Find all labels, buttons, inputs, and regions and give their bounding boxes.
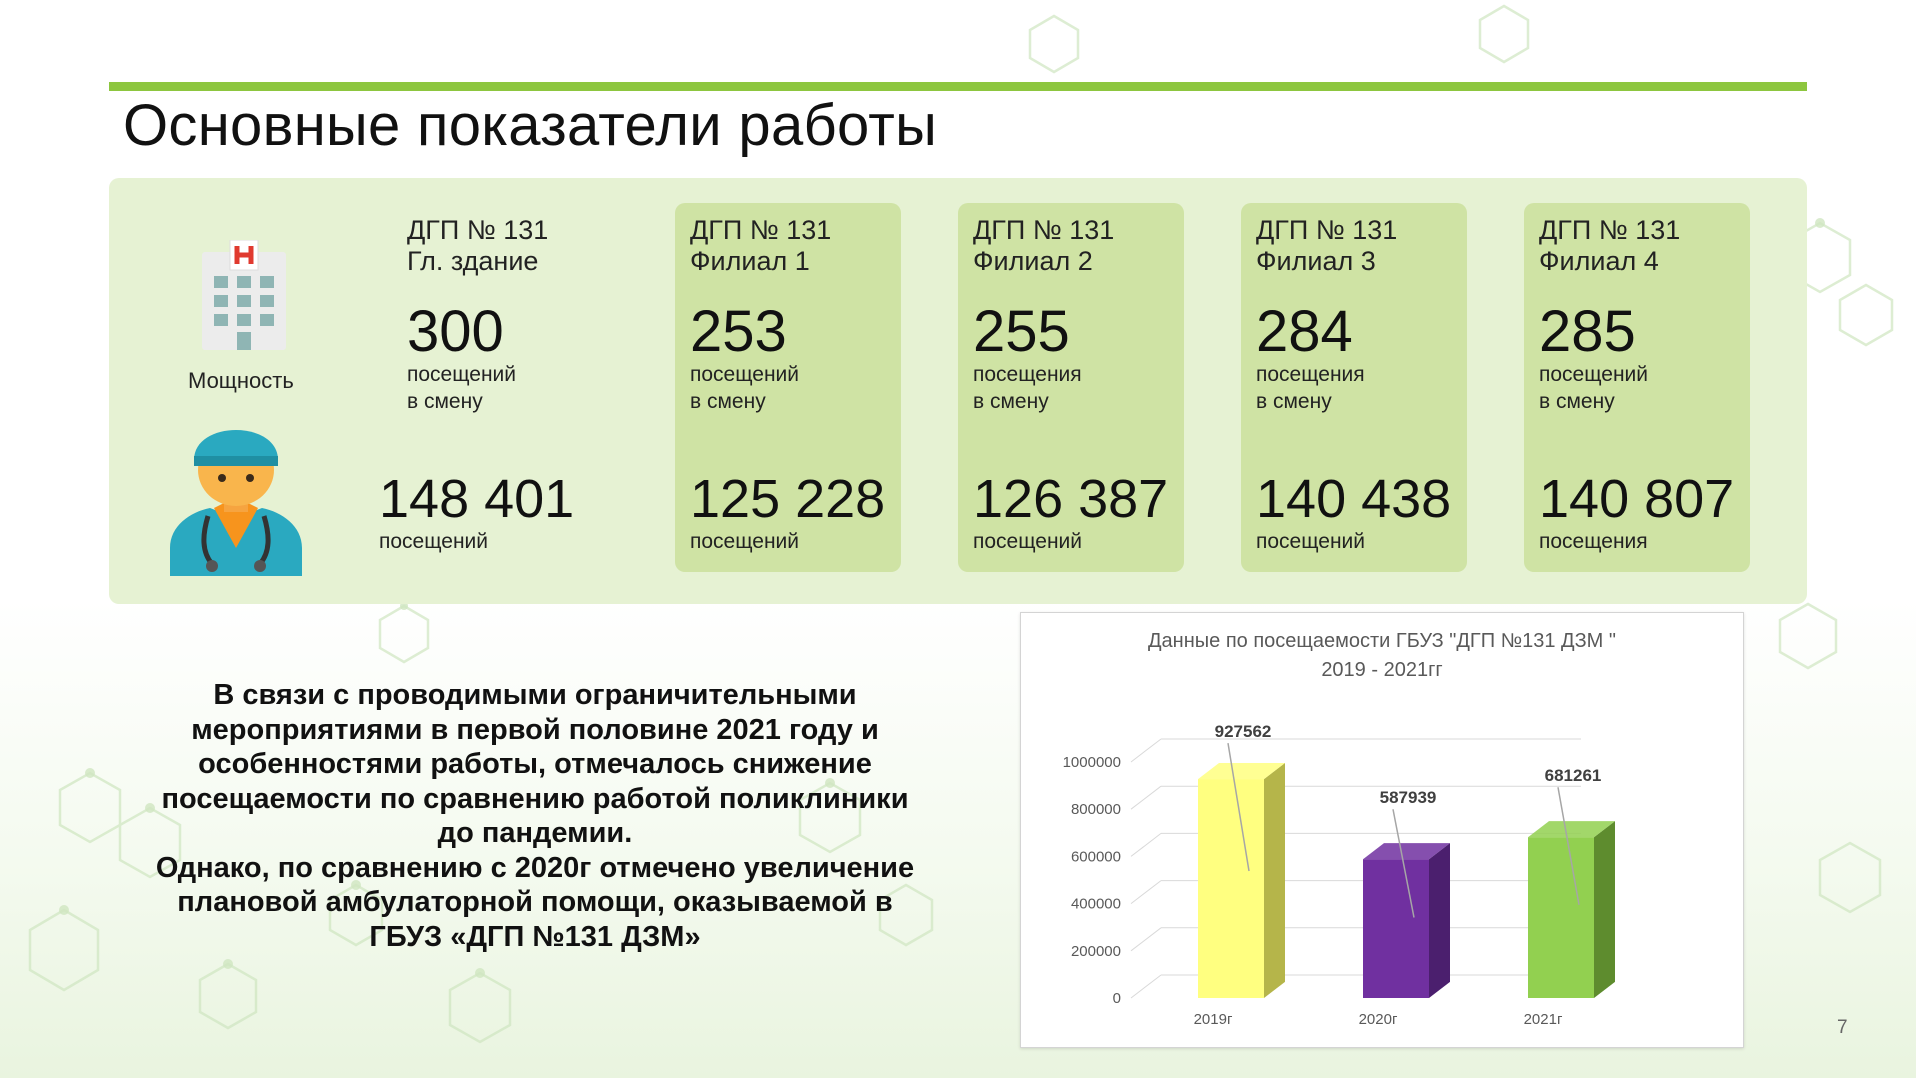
- facility-name: ДГП № 131 Гл. здание: [407, 215, 549, 276]
- gridline-depth: [1130, 738, 1162, 763]
- capacity-unit: посещений в смену: [690, 363, 800, 413]
- bar-side: [1264, 762, 1285, 998]
- bar: [1528, 837, 1594, 998]
- gridline-depth: [1130, 833, 1162, 857]
- capacity-unit: посещений в смену: [1539, 363, 1649, 413]
- x-tick-label: 2021г: [1524, 1011, 1563, 1028]
- visits-value: 126 387: [973, 469, 1169, 529]
- facility-card-branch-3: ДГП № 131 Филиал 3 284 посещения в смену 1…: [1241, 203, 1467, 572]
- capacity-unit: посещений в смену: [407, 363, 517, 413]
- chart-title: Данные по посещаемости ГБУЗ "ДГП №131 ДЗ…: [1148, 630, 1616, 652]
- data-label: 587939: [1380, 788, 1437, 807]
- bar: [1198, 779, 1264, 998]
- chart-subtitle: 2019 - 2021гг: [1321, 659, 1443, 681]
- x-tick-label: 2019г: [1194, 1011, 1233, 1028]
- bar-side: [1429, 843, 1450, 998]
- slide-title: Основные показатели работы: [123, 93, 938, 158]
- facility-name: ДГП № 131 Филиал 2: [973, 215, 1115, 276]
- capacity-value: 255: [973, 299, 1070, 364]
- y-tick-label: 0: [1113, 990, 1121, 1007]
- gridline-depth: [1130, 974, 1162, 999]
- capacity-label: Мощность: [188, 368, 294, 393]
- y-tick-label: 800000: [1071, 801, 1121, 818]
- data-label-leader: [1557, 787, 1580, 905]
- bar-top: [1363, 843, 1450, 860]
- y-tick-label: 1000000: [1063, 754, 1121, 771]
- bar-top: [1528, 821, 1615, 838]
- capacity-value: 285: [1539, 299, 1636, 364]
- visits-value: 125 228: [690, 469, 886, 529]
- visits-unit: посещения: [1539, 530, 1648, 553]
- y-tick-label: 200000: [1071, 943, 1121, 960]
- data-label: 927562: [1215, 722, 1272, 741]
- title-accent-rule: [109, 82, 1807, 91]
- visits-unit: посещений: [690, 530, 800, 553]
- attendance-chart: Данные по посещаемости ГБУЗ "ДГП №131 ДЗ…: [1020, 612, 1744, 1048]
- gridline-depth: [1130, 785, 1162, 810]
- page-number: 7: [1837, 1017, 1848, 1038]
- y-tick-label: 600000: [1071, 848, 1121, 865]
- chart-plot: 0 200000 400000 600000 800000 1000000 927562 20…: [1063, 722, 1615, 1028]
- visits-value: 140 807: [1539, 469, 1735, 529]
- visits-value: 140 438: [1256, 469, 1452, 529]
- visits-unit: посещений: [973, 530, 1083, 553]
- facility-name: ДГП № 131 Филиал 1: [690, 215, 832, 276]
- facility-card-branch-2: ДГП № 131 Филиал 2 255 посещения в смену 1…: [958, 203, 1184, 572]
- y-tick-label: 400000: [1071, 896, 1121, 913]
- facility-card-branch-4: ДГП № 131 Филиал 4 285 посещений в смену 1…: [1524, 203, 1750, 572]
- capacity-unit: посещения в смену: [973, 363, 1082, 413]
- x-tick-label: 2020г: [1359, 1011, 1398, 1028]
- gridline-depth: [1130, 880, 1162, 904]
- facility-name: ДГП № 131 Филиал 3: [1256, 215, 1398, 276]
- visits-unit: посещений: [1256, 530, 1366, 553]
- capacity-value: 284: [1256, 299, 1353, 364]
- facility-card-branch-1: ДГП № 131 Филиал 1 253 посещений в смену 1…: [675, 203, 901, 572]
- hospital-building-icon: [202, 240, 286, 350]
- visits-unit: посещений: [379, 530, 489, 553]
- data-label-leader: [1227, 742, 1250, 872]
- facility-card-main-building: ДГП № 131 Гл. здание 300 посещений в смену…: [379, 203, 618, 572]
- bar-side: [1594, 821, 1615, 998]
- capacity-value: 253: [690, 299, 787, 364]
- capacity-value: 300: [407, 299, 504, 364]
- bar-top: [1198, 762, 1285, 780]
- visits-value: 148 401: [379, 469, 575, 529]
- gridline-depth: [1130, 927, 1162, 952]
- explanatory-note: В связи с проводимыми ограничительными м…: [155, 679, 915, 953]
- data-label-leader: [1392, 809, 1415, 918]
- doctor-icon: [170, 430, 302, 576]
- capacity-unit: посещения в смену: [1256, 363, 1365, 413]
- facility-name: ДГП № 131 Филиал 4: [1539, 215, 1681, 276]
- data-label: 681261: [1545, 766, 1602, 785]
- bar: [1363, 859, 1429, 998]
